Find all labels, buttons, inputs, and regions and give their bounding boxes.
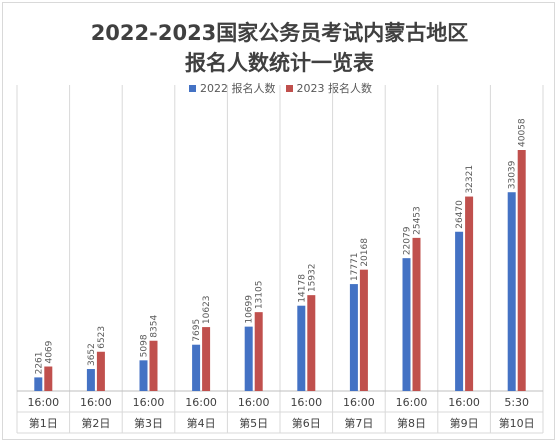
bar-2022 bbox=[507, 192, 516, 391]
bar-2023 bbox=[44, 366, 53, 391]
x-tick-time-label: 16:00 bbox=[185, 396, 217, 409]
bar-2022 bbox=[297, 305, 306, 391]
bar-2022 bbox=[402, 258, 411, 391]
bar-2023 bbox=[254, 312, 263, 391]
data-label-2022: 17771 bbox=[350, 252, 360, 281]
data-label-2023: 8354 bbox=[150, 315, 160, 338]
x-tick-day-label: 第4日 bbox=[187, 416, 216, 430]
data-label-2023: 15932 bbox=[307, 264, 317, 293]
data-label-2022: 22079 bbox=[403, 226, 413, 255]
chart-title: 2022-2023国家公务员考试内蒙古地区 报名人数统计一览表 bbox=[0, 18, 559, 78]
bar-2023 bbox=[96, 351, 105, 391]
x-tick-day-label: 第2日 bbox=[81, 416, 110, 430]
bar-2023 bbox=[359, 269, 368, 391]
x-tick-day-label: 第8日 bbox=[397, 416, 426, 430]
x-tick-day-label: 第9日 bbox=[450, 416, 479, 430]
chart-legend: 2022 报名人数 2023 报名人数 bbox=[189, 80, 372, 96]
x-tick-day-label: 第10日 bbox=[499, 416, 535, 430]
bar-2023 bbox=[307, 295, 316, 391]
bar-2022 bbox=[349, 284, 358, 391]
x-tick-day-label: 第5日 bbox=[239, 416, 268, 430]
x-tick-day-label: 第7日 bbox=[344, 416, 373, 430]
x-tick-time-label: 16:00 bbox=[27, 396, 59, 409]
bar-2023 bbox=[517, 150, 526, 391]
legend-swatch-2023 bbox=[285, 84, 293, 92]
bar-2022 bbox=[244, 326, 253, 391]
x-tick-time-label: 16:00 bbox=[396, 396, 428, 409]
bar-2023 bbox=[149, 340, 158, 391]
data-label-2022: 5098 bbox=[140, 334, 150, 357]
data-label-2022: 2261 bbox=[34, 351, 44, 374]
legend-item-2022: 2022 报名人数 bbox=[189, 80, 276, 96]
data-label-2023: 32321 bbox=[465, 165, 475, 194]
chart-title-line2: 报名人数统计一览表 bbox=[185, 51, 374, 75]
legend-item-2023: 2023 报名人数 bbox=[285, 80, 373, 96]
x-tick-day-label: 第1日 bbox=[29, 416, 58, 430]
data-label-2022: 10699 bbox=[245, 295, 255, 324]
bar-2022 bbox=[455, 231, 464, 391]
data-label-2022: 7695 bbox=[192, 319, 202, 342]
data-label-2022: 33039 bbox=[508, 160, 518, 189]
bar-2023 bbox=[465, 196, 474, 391]
x-tick-time-label: 16:00 bbox=[448, 396, 480, 409]
x-tick-time-label: 5:30 bbox=[504, 396, 529, 409]
bar-2023 bbox=[202, 327, 211, 391]
chart-title-line1: 2022-2023国家公务员考试内蒙古地区 bbox=[90, 21, 469, 45]
x-tick-time-label: 16:00 bbox=[80, 396, 112, 409]
x-tick-day-label: 第3日 bbox=[134, 416, 163, 430]
data-label-2023: 40058 bbox=[518, 118, 528, 147]
legend-label-2022: 2022 报名人数 bbox=[200, 82, 276, 95]
data-label-2022: 26470 bbox=[455, 200, 465, 229]
data-label-2023: 10623 bbox=[202, 295, 212, 324]
data-label-2023: 6523 bbox=[97, 326, 107, 349]
bar-2022 bbox=[192, 344, 201, 391]
data-label-2022: 3652 bbox=[87, 343, 97, 366]
bar-2022 bbox=[86, 369, 95, 391]
data-label-2023: 13105 bbox=[255, 281, 265, 310]
data-label-2023: 25453 bbox=[413, 206, 423, 235]
bar-2023 bbox=[412, 237, 421, 391]
legend-swatch-2022 bbox=[189, 84, 196, 92]
x-tick-day-label: 第6日 bbox=[292, 416, 321, 430]
bar-2022 bbox=[34, 377, 43, 391]
data-label-2023: 4069 bbox=[44, 340, 54, 363]
x-tick-time-label: 16:00 bbox=[343, 396, 375, 409]
legend-label-2023: 2023 报名人数 bbox=[296, 82, 373, 95]
bar-2022 bbox=[139, 360, 148, 391]
data-label-2022: 14178 bbox=[297, 274, 307, 303]
x-tick-time-label: 16:00 bbox=[290, 396, 322, 409]
x-tick-time-label: 16:00 bbox=[238, 396, 270, 409]
data-label-2023: 20168 bbox=[360, 238, 370, 267]
x-tick-time-label: 16:00 bbox=[133, 396, 165, 409]
